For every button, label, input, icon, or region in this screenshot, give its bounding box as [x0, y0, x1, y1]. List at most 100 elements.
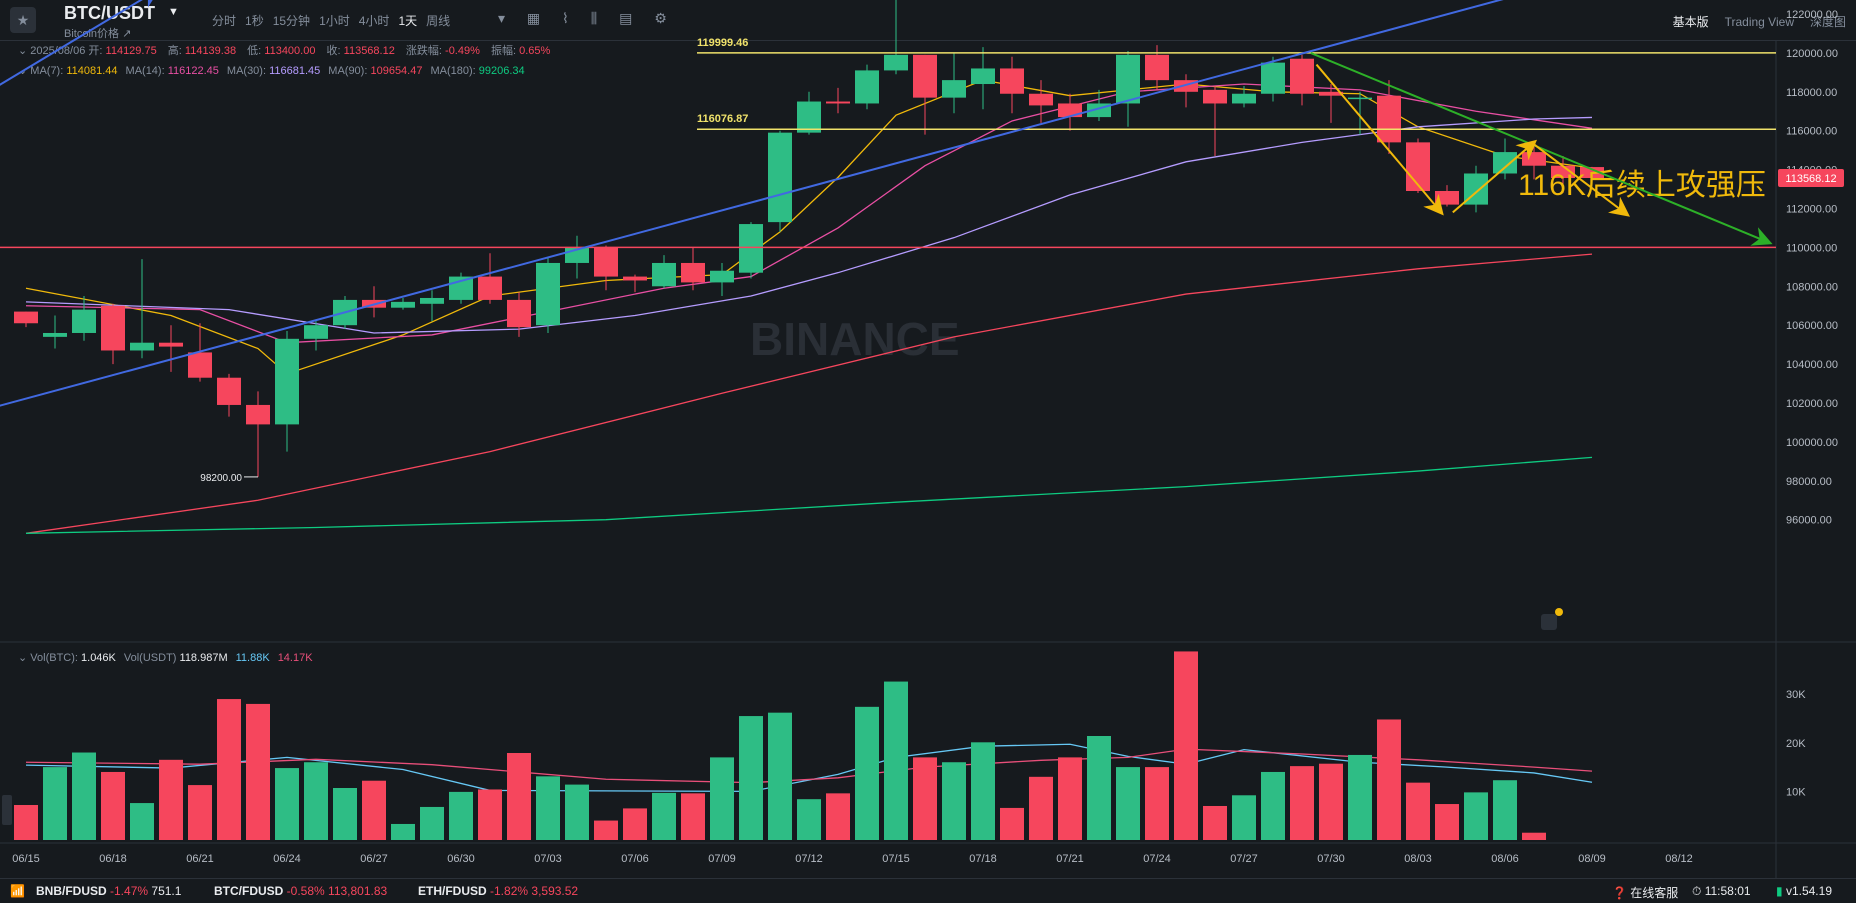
ticker-price: 751.1 [151, 884, 182, 898]
volume-bar [14, 805, 38, 840]
trend-line [0, 0, 1504, 407]
ticker-price: 113,801.83 [328, 884, 388, 898]
view-2[interactable]: 深度图 [1809, 15, 1846, 29]
projection-arrow [1533, 143, 1630, 217]
candle-body [913, 54, 937, 98]
support-link[interactable]: ❓ 在线客服 [1612, 884, 1678, 901]
calendar-icon[interactable]: ▦ [526, 10, 541, 26]
symbol-dropdown-icon[interactable]: ▼ [168, 6, 179, 18]
interval-6[interactable]: 周线 [426, 14, 451, 28]
price-chart[interactable]: BINANCE 119999.46 116076.87 116K后续上攻强压 960… [0, 0, 1856, 878]
signal-icon: ▮ [1776, 884, 1783, 898]
interval-2[interactable]: 15分钟 [272, 14, 311, 28]
candle [1464, 165, 1488, 213]
ma-value: 109654.47 [370, 65, 423, 77]
projection-arrow [1452, 139, 1538, 214]
volume-bar [101, 771, 125, 840]
volume-bar [72, 752, 96, 840]
price-tick-label: 104000.00 [1786, 359, 1838, 371]
time-tick-label: 06/21 [186, 853, 214, 865]
candle-body [72, 309, 96, 333]
candle [623, 274, 647, 293]
interval-5[interactable]: 1天 [398, 14, 418, 28]
view-switcher: 基本版 Trading View 深度图 [1657, 13, 1846, 30]
ticker-eth[interactable]: ETH/FDUSD -1.82% 3,593.52 [418, 884, 578, 898]
ma-line-ma90 [25, 253, 1593, 534]
volume-legend: ⌄ Vol(BTC): 1.046K Vol(USDT) 118.987M 11.8… [18, 651, 321, 664]
candle-body [304, 325, 328, 339]
ticker-btc[interactable]: BTC/FDUSD -0.58% 113,801.83 [214, 884, 387, 898]
favorite-star-icon[interactable]: ★ [10, 7, 36, 33]
candle [43, 315, 67, 349]
collapse-chevron-icon[interactable]: ⌄ [18, 652, 31, 664]
candle-type-icon[interactable]: ⫼ [590, 10, 598, 26]
candle [942, 52, 966, 114]
change-label: 涨跌幅: [405, 45, 442, 57]
vol-label: Vol(USDT) [123, 652, 180, 664]
indicator-icon[interactable]: ⌇ [562, 10, 569, 26]
candle-body [1058, 103, 1082, 118]
time-tick-label: 08/03 [1404, 853, 1432, 865]
volume-bar [362, 780, 386, 840]
interval-4[interactable]: 4小时 [358, 14, 390, 28]
ticker-icon: 📶 [10, 884, 25, 898]
candle [971, 47, 995, 110]
volume-bar [188, 785, 212, 840]
volume-bar [507, 753, 531, 840]
interval-1[interactable]: 1秒 [245, 14, 264, 28]
candle-body [739, 224, 763, 273]
time-tick-label: 07/09 [708, 853, 736, 865]
candle-body [710, 270, 734, 283]
candle-body [159, 342, 183, 347]
settings-gear-icon[interactable]: ⚙ [654, 10, 667, 26]
volume-bar [1290, 766, 1314, 840]
candle-body [1551, 165, 1575, 179]
current-price-label: 113568.12 [1785, 173, 1836, 185]
candle-body [1261, 62, 1285, 94]
candle [594, 245, 618, 291]
view-1[interactable]: Trading View [1724, 15, 1794, 29]
view-0[interactable]: 基本版 [1672, 15, 1709, 29]
volume-bar [1116, 767, 1140, 840]
interval-3[interactable]: 1小时 [319, 14, 350, 28]
interval-dropdown-icon[interactable]: ▾ [498, 10, 506, 26]
candle-body [1377, 95, 1401, 143]
volume-bar [1435, 804, 1459, 840]
volume-bar [1145, 767, 1169, 840]
time-tick-label: 07/30 [1317, 853, 1345, 865]
candle [420, 290, 444, 322]
collapse-chevron-icon[interactable]: ⌄ [18, 45, 31, 57]
ma-label: MA(30): [226, 65, 270, 77]
interval-0[interactable]: 分时 [212, 14, 237, 28]
time-tick-label: 07/03 [534, 853, 562, 865]
time-tick-label: 06/30 [447, 853, 475, 865]
ticker-pair: BNB/FDUSD [36, 884, 107, 898]
time-tick-label: 07/12 [795, 853, 823, 865]
volume-bar [391, 823, 415, 840]
candle [1000, 56, 1024, 114]
ticker-bnb[interactable]: BNB/FDUSD -1.47% 751.1 [36, 884, 181, 898]
time-tick-label: 07/06 [621, 853, 649, 865]
candle [217, 373, 241, 417]
time-tick-label: 07/27 [1230, 853, 1258, 865]
volume-bar [971, 742, 995, 840]
candle [565, 235, 589, 279]
level-label: 119999.46 [697, 37, 748, 49]
volume-bar [304, 762, 328, 840]
current-price-tag [1778, 169, 1844, 188]
volume-bar [246, 703, 270, 840]
clock-icon: ⏱ [1692, 884, 1702, 898]
symbol-title[interactable]: BTC/USDT [64, 3, 155, 23]
candle-body [942, 80, 966, 98]
layout-icon[interactable]: ▤ [619, 10, 633, 26]
ticker-change: -1.47% [110, 884, 149, 898]
annotation-text: 116K后续上攻强压 [1518, 169, 1766, 202]
volume-bar [1348, 754, 1372, 840]
ohlc-legend: ⌄ 2025/08/06 开: 114129.75 高: 114139.38 低… [18, 42, 558, 58]
volume-bar [768, 712, 792, 840]
candle-body [1203, 89, 1227, 104]
candle [449, 272, 473, 304]
candle [1116, 50, 1140, 127]
ma-value: 116681.45 [269, 65, 321, 77]
volume-bar [623, 808, 647, 840]
